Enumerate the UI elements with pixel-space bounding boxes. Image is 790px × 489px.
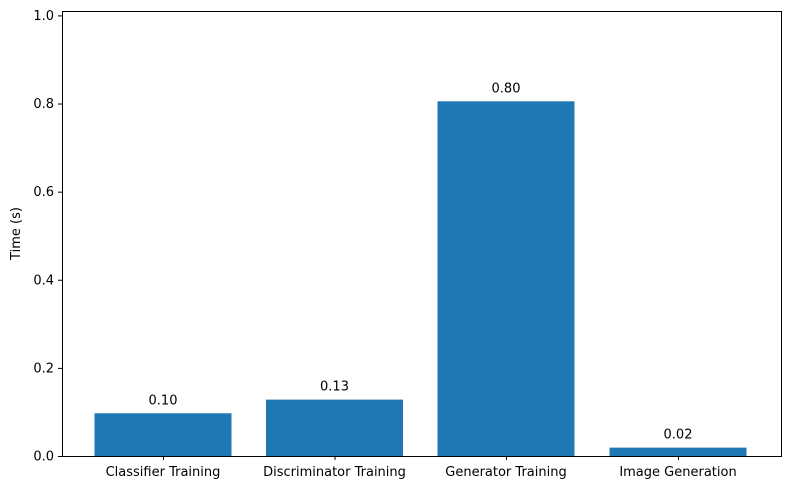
plot-frame xyxy=(62,11,782,457)
y-tick-label: 0.8 xyxy=(33,97,54,112)
y-tick-label: 0.0 xyxy=(33,450,54,465)
x-tick-label: Discriminator Training xyxy=(263,465,406,480)
y-axis: 0.0 0.2 0.4 0.6 0.8 1.0 xyxy=(33,9,62,465)
x-tick-label: Generator Training xyxy=(445,465,566,480)
y-tick-label: 0.6 xyxy=(33,185,54,200)
y-tick-label: 0.4 xyxy=(33,273,54,288)
y-tick-label: 0.2 xyxy=(33,361,54,376)
bars xyxy=(94,101,747,457)
bar xyxy=(94,413,232,456)
x-tick-label: Classifier Training xyxy=(106,465,221,480)
y-axis-label: Time (s) xyxy=(9,207,24,261)
bar-value-label: 0.13 xyxy=(320,380,349,395)
bar xyxy=(266,399,403,456)
bar-value-label: 0.02 xyxy=(664,428,693,443)
bar-value-label: 0.80 xyxy=(492,81,521,96)
data-labels: 0.10 0.13 0.80 0.02 xyxy=(149,81,693,442)
bar xyxy=(609,447,747,456)
x-tick-label: Image Generation xyxy=(619,465,736,480)
bar xyxy=(437,101,575,457)
y-tick-label: 1.0 xyxy=(33,9,54,24)
x-axis: Classifier Training Discriminator Trainin… xyxy=(106,456,737,480)
bar-value-label: 0.10 xyxy=(149,393,178,408)
